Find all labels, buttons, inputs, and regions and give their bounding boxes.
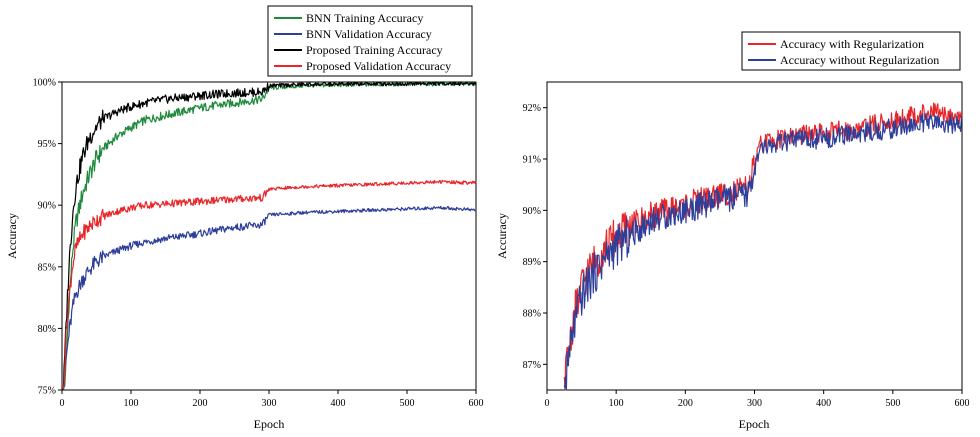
x-tick-label: 0 [545,398,550,409]
series-line-proposed-validation-accuracy [62,179,477,390]
series-layer [563,102,963,391]
x-tick-label: 100 [124,398,139,409]
series-line-bnn-validation-accuracy [62,205,477,391]
x-axis: 0 100 200 300 400 500 600 [60,390,484,409]
x-axis-label: Epoch [254,417,285,431]
series-line-accuracy-without-regularization [563,112,963,391]
x-tick-label: 300 [747,398,762,409]
legend-label: BNN Validation Accuracy [306,27,432,41]
chart-right: 0 100 200 300 400 500 600 87% 88% 89% 90% 91% 92% E… [495,31,970,431]
series-line-accuracy-with-regularization [563,102,963,391]
y-axis-label: Accuracy [495,213,509,259]
x-tick-label: 300 [262,398,277,409]
y-tick-label: 100% [33,78,56,89]
series-line-bnn-training-accuracy [62,81,477,389]
legend-box [267,5,473,77]
x-axis-label: Epoch [739,417,770,431]
legend-label: BNN Training Accuracy [306,11,423,25]
x-tick-label: 200 [678,398,693,409]
legend-label: Accuracy without Regularization [780,53,939,67]
y-tick-label: 92% [523,103,541,114]
legend-box [741,31,961,71]
series-line-proposed-training-accuracy [62,81,477,391]
y-tick-label: 91% [523,155,541,166]
x-tick-label: 400 [331,398,346,409]
legend: BNN Training Accuracy BNN Validation Accu… [267,5,473,77]
x-tick-label: 600 [469,398,484,409]
x-tick-label: 400 [816,398,831,409]
y-tick-label: 85% [38,262,56,273]
x-tick-label: 500 [885,398,900,409]
y-axis: 87% 88% 89% 90% 91% 92% [523,103,547,371]
legend-label: Proposed Validation Accuracy [306,59,451,73]
x-tick-label: 600 [955,398,970,409]
y-tick-label: 90% [523,206,541,217]
y-tick-label: 87% [523,360,541,371]
legend-label: Proposed Training Accuracy [306,43,443,57]
y-tick-label: 90% [38,201,56,212]
legend: Accuracy with Regularization Accuracy wit… [741,31,961,71]
y-tick-label: 80% [38,324,56,335]
series-layer [62,81,477,391]
legend-label: Accuracy with Regularization [780,37,924,51]
x-tick-label: 500 [400,398,415,409]
x-tick-label: 100 [609,398,624,409]
x-tick-label: 0 [60,398,65,409]
y-tick-label: 95% [38,139,56,150]
y-axis: 75% 80% 85% 90% 95% 100% [33,78,62,397]
x-tick-label: 200 [193,398,208,409]
plot-frame [61,81,477,391]
y-tick-label: 88% [523,309,541,320]
x-axis: 0 100 200 300 400 500 600 [545,390,970,409]
y-tick-label: 89% [523,257,541,268]
chart-left: 0 100 200 300 400 500 600 75%80%85%90%95%100% … [5,5,484,431]
y-axis-label: Accuracy [5,213,19,259]
y-tick-label: 75% [38,386,56,397]
